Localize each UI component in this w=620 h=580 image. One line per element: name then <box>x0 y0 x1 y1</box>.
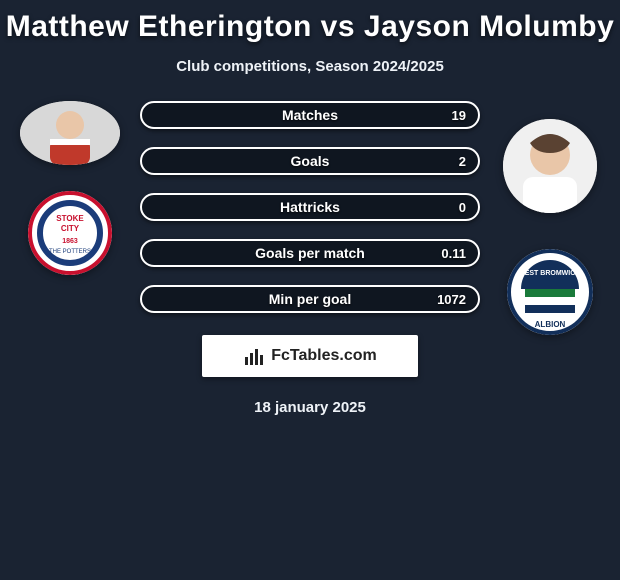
svg-text:EST BROMWIC: EST BROMWIC <box>525 270 576 277</box>
svg-text:1863: 1863 <box>62 238 78 245</box>
stat-row: Hattricks 0 <box>140 193 480 221</box>
right-player-avatar <box>503 119 597 213</box>
stat-value-right: 0 <box>459 200 466 215</box>
stat-value-right: 1072 <box>437 292 466 307</box>
left-column: STOKE CITY THE POTTERS 1863 <box>10 101 130 275</box>
stat-label: Hattricks <box>280 199 340 215</box>
right-column: EST BROMWIC ALBION <box>490 119 610 335</box>
club-badge-icon: EST BROMWIC ALBION <box>507 249 593 335</box>
stat-label: Min per goal <box>269 291 351 307</box>
svg-text:STOKE: STOKE <box>56 214 84 223</box>
chart-icon <box>243 345 265 367</box>
page-title: Matthew Etherington vs Jayson Molumby <box>0 0 620 44</box>
player-icon <box>20 101 120 165</box>
stat-label: Goals <box>291 153 330 169</box>
club-badge-icon: STOKE CITY THE POTTERS 1863 <box>28 191 112 275</box>
player-icon <box>503 119 597 213</box>
date-text: 18 january 2025 <box>0 399 620 416</box>
stat-bars: Matches 19 Goals 2 Hattricks 0 Goals per… <box>140 101 480 313</box>
branding-badge: FcTables.com <box>202 335 418 377</box>
stat-row: Matches 19 <box>140 101 480 129</box>
stat-row: Goals 2 <box>140 147 480 175</box>
svg-text:ALBION: ALBION <box>535 320 566 329</box>
stat-row: Goals per match 0.11 <box>140 239 480 267</box>
svg-text:THE POTTERS: THE POTTERS <box>49 249 91 255</box>
subtitle: Club competitions, Season 2024/2025 <box>0 58 620 75</box>
left-club-badge: STOKE CITY THE POTTERS 1863 <box>28 191 112 275</box>
branding-text: FcTables.com <box>271 347 377 365</box>
stat-label: Goals per match <box>255 245 365 261</box>
stat-row: Min per goal 1072 <box>140 285 480 313</box>
left-player-avatar <box>20 101 120 165</box>
comparison-content: STOKE CITY THE POTTERS 1863 EST BROMWIC <box>0 101 620 416</box>
stat-value-right: 0.11 <box>441 246 466 261</box>
stat-label: Matches <box>282 107 338 123</box>
stat-value-right: 2 <box>459 154 466 169</box>
right-club-badge: EST BROMWIC ALBION <box>507 249 593 335</box>
svg-text:CITY: CITY <box>61 224 80 233</box>
stat-value-right: 19 <box>452 108 466 123</box>
